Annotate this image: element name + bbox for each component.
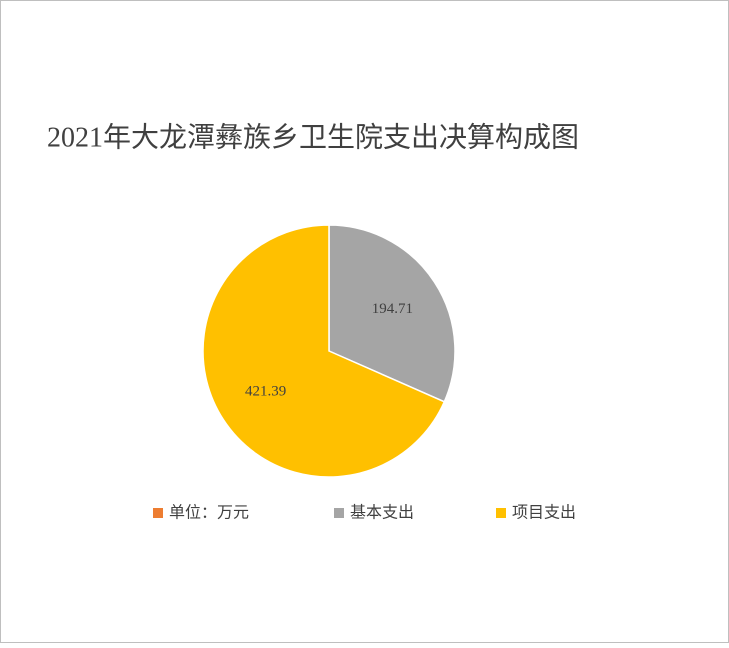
legend-label: 基本支出	[350, 504, 414, 522]
pie-slice	[328, 224, 456, 403]
legend-swatch	[153, 508, 163, 518]
data-label: 421.39	[245, 384, 286, 400]
chart-title: 2021年大龙潭彝族乡卫生院支出决算构成图	[47, 121, 579, 153]
pie-slice	[202, 224, 446, 478]
legend-swatch	[334, 508, 344, 518]
legend-label: 项目支出	[512, 504, 576, 522]
legend-swatch	[496, 508, 506, 518]
data-label: 194.71	[372, 301, 413, 317]
legend-label: 单位：万元	[169, 504, 249, 522]
